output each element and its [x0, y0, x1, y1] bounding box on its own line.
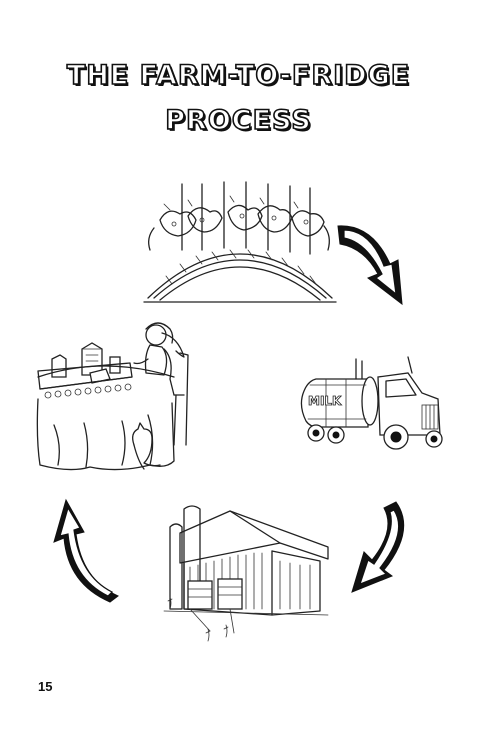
milk-truck-illustration: MILK — [300, 356, 443, 450]
arrow-to-table-icon — [53, 498, 119, 603]
arrow-to-plant-icon — [351, 501, 405, 593]
page-number: 15 — [38, 679, 53, 694]
page-title-line-1: THE FARM-TO-FRIDGE — [66, 59, 411, 92]
processing-plant-illustration — [163, 505, 329, 642]
arrow-to-truck-icon — [337, 225, 403, 306]
page-title-line-2: PROCESS — [164, 104, 312, 137]
cows-in-barn-illustration — [143, 181, 337, 303]
truck-tank-label: MILK — [308, 394, 342, 408]
family-table-illustration — [36, 322, 189, 471]
